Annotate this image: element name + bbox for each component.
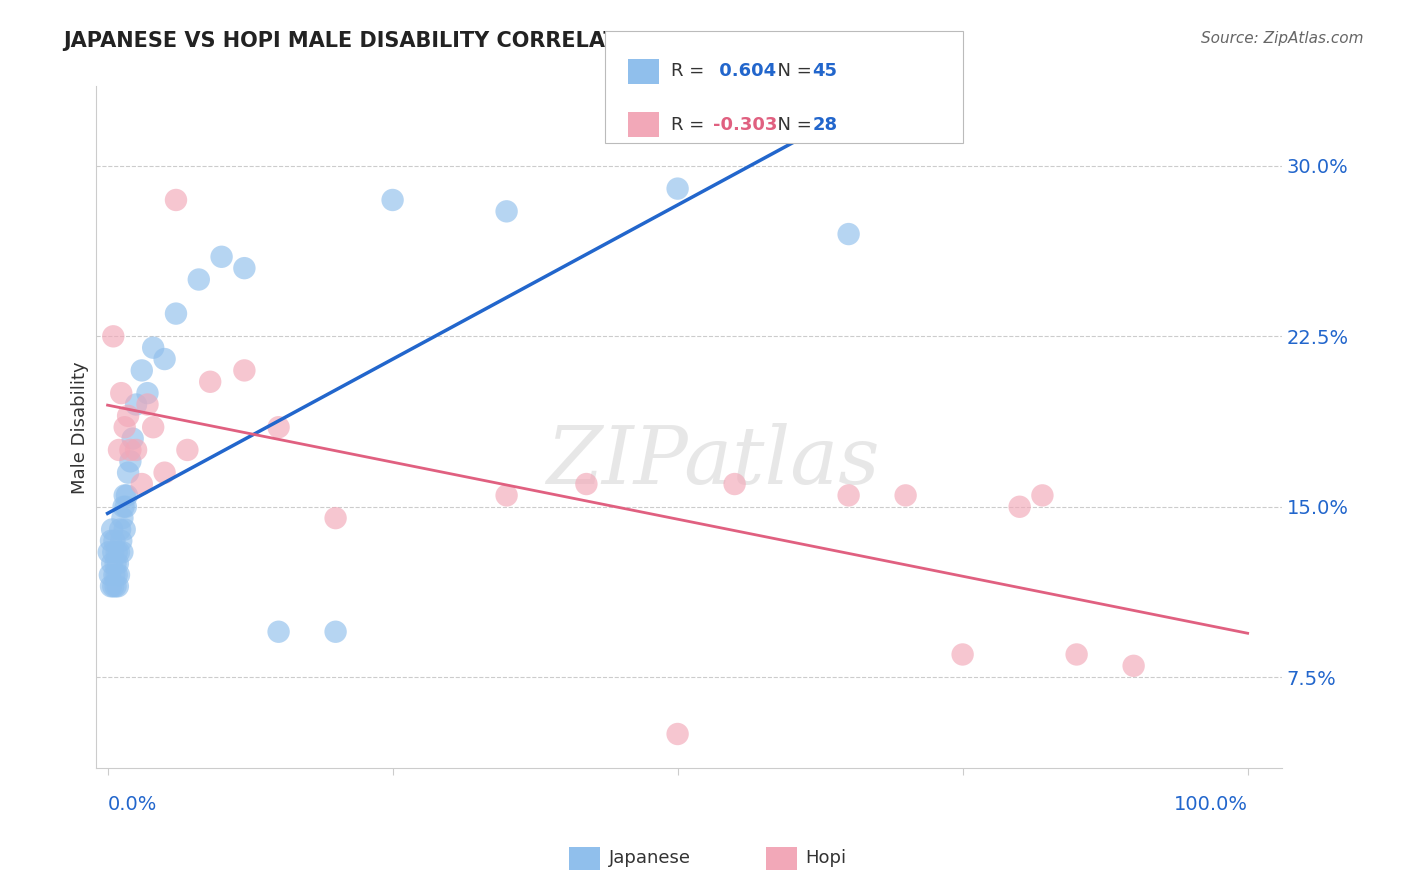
Point	[104, 579, 127, 593]
Point	[117, 409, 139, 423]
Point	[142, 420, 165, 434]
Point	[103, 579, 125, 593]
Point	[267, 624, 290, 639]
Text: Japanese: Japanese	[609, 849, 690, 867]
Point	[105, 568, 128, 582]
Point	[325, 511, 347, 525]
Point	[105, 545, 128, 559]
Text: 0.604: 0.604	[713, 62, 776, 80]
Point	[114, 488, 136, 502]
Text: ZIPatlas: ZIPatlas	[546, 423, 880, 500]
Point	[100, 533, 122, 548]
Point	[1031, 488, 1053, 502]
Point	[495, 488, 517, 502]
Text: -0.303: -0.303	[713, 116, 778, 134]
Point	[101, 557, 124, 571]
Text: R =: R =	[671, 62, 710, 80]
Point	[1122, 658, 1144, 673]
Point	[1066, 648, 1088, 662]
Point	[176, 442, 198, 457]
Point	[131, 363, 153, 377]
Point	[187, 272, 209, 286]
Point	[575, 477, 598, 491]
Point	[107, 557, 129, 571]
Point	[136, 397, 159, 411]
Point	[233, 363, 256, 377]
Point	[115, 488, 138, 502]
Point	[142, 341, 165, 355]
Point	[666, 727, 689, 741]
Point	[108, 442, 131, 457]
Point	[723, 477, 745, 491]
Point	[153, 466, 176, 480]
Point	[211, 250, 233, 264]
Text: N =: N =	[766, 62, 818, 80]
Point	[1008, 500, 1031, 514]
Point	[104, 557, 127, 571]
Point	[114, 420, 136, 434]
Point	[100, 579, 122, 593]
Text: 0.0%: 0.0%	[108, 796, 157, 814]
Point	[103, 329, 125, 343]
Point	[121, 432, 143, 446]
Point	[136, 386, 159, 401]
Point	[153, 352, 176, 367]
Point	[103, 533, 125, 548]
Point	[131, 477, 153, 491]
Text: Hopi: Hopi	[806, 849, 846, 867]
Point	[112, 500, 135, 514]
Point	[125, 442, 148, 457]
Point	[114, 523, 136, 537]
Point	[120, 442, 142, 457]
Point	[267, 420, 290, 434]
Point	[114, 500, 136, 514]
Point	[111, 511, 134, 525]
Point	[103, 545, 125, 559]
Point	[117, 466, 139, 480]
Point	[108, 523, 131, 537]
Point	[233, 261, 256, 276]
Text: Source: ZipAtlas.com: Source: ZipAtlas.com	[1201, 31, 1364, 46]
Point	[495, 204, 517, 219]
Point	[107, 579, 129, 593]
Point	[111, 545, 134, 559]
Point	[125, 397, 148, 411]
Point	[108, 568, 131, 582]
Point	[98, 568, 121, 582]
Point	[165, 193, 187, 207]
Point	[120, 454, 142, 468]
Point	[838, 488, 860, 502]
Point	[110, 533, 132, 548]
Text: N =: N =	[766, 116, 818, 134]
Point	[838, 227, 860, 241]
Text: 100.0%: 100.0%	[1174, 796, 1247, 814]
Point	[108, 545, 131, 559]
Text: 45: 45	[813, 62, 838, 80]
Point	[952, 648, 974, 662]
Point	[103, 568, 125, 582]
Point	[97, 545, 120, 559]
Point	[198, 375, 221, 389]
Point	[894, 488, 917, 502]
Point	[325, 624, 347, 639]
Point	[165, 307, 187, 321]
Point	[381, 193, 404, 207]
Text: R =: R =	[671, 116, 710, 134]
Y-axis label: Male Disability: Male Disability	[72, 361, 89, 493]
Point	[666, 181, 689, 195]
Point	[110, 386, 132, 401]
Point	[101, 523, 124, 537]
Text: 28: 28	[813, 116, 838, 134]
Text: JAPANESE VS HOPI MALE DISABILITY CORRELATION CHART: JAPANESE VS HOPI MALE DISABILITY CORRELA…	[63, 31, 747, 51]
